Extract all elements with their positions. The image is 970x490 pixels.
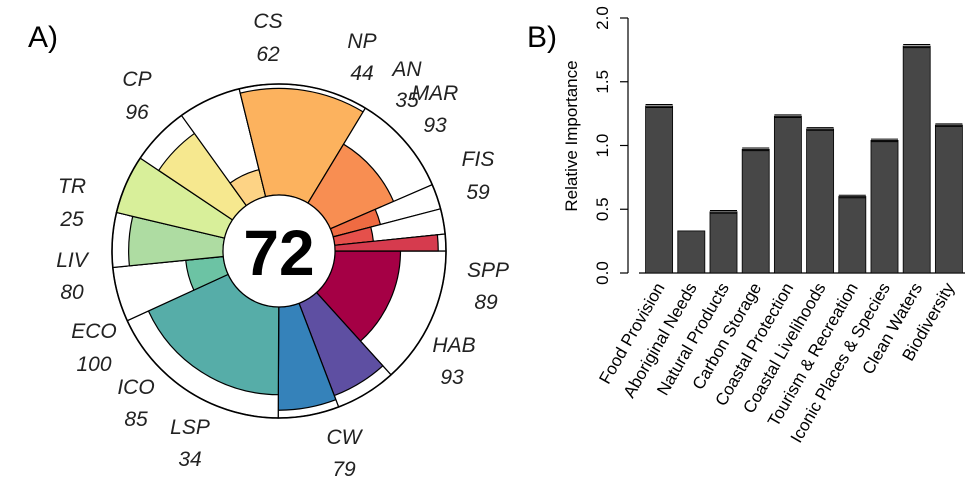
petal-label-an: AN [390,58,422,81]
petal-label-cp: CP [122,68,151,91]
petal-score-lsp: 34 [178,448,201,471]
petal-score-np: 44 [350,62,373,85]
petal-score-an: 35 [395,89,419,112]
y-tick-label: 0.5 [593,197,612,221]
petal-score-mar: 93 [423,114,447,137]
bar-chart-bars [645,44,963,274]
flower-outer-ring [111,83,447,419]
panel-a-letter: A) [28,21,58,54]
flower-plot: FIS 59 SPP 89 HAB 93 CW 79 LSP 34 ICO 85 ECO 100 LIV 80… [56,10,509,481]
petal-label-fis: FIS [462,148,495,171]
bar-chart-axes: 0.0 0.5 1.0 1.5 2.0 [593,6,965,285]
petal-score-hab: 93 [440,366,464,389]
petal-label-tr: TR [58,175,86,198]
petal-label-cw: CW [327,426,364,449]
bar-7 [870,139,899,274]
panel-b-letter: B) [527,21,557,54]
petal-score-tr: 25 [59,208,84,231]
bar-chart: 0.0 0.5 1.0 1.5 2.0 Food ProvisionAboriginal… [562,6,965,446]
bar-1 [677,230,706,274]
petal-score-cw: 79 [332,458,356,481]
bar-6 [838,196,867,274]
y-tick-label: 2.0 [593,6,612,30]
petal-label-spp: SPP [467,259,509,282]
petal-score-ico: 85 [124,408,148,431]
y-tick-label: 1.0 [593,134,612,158]
petal-label-liv: LIV [56,249,90,272]
petal-score-cs: 62 [256,43,280,66]
petal-label-cs: CS [253,10,282,33]
bar-0 [645,105,674,274]
flower-petals [111,83,447,419]
y-tick-label: 0.0 [593,261,612,285]
petal-label-ico: ICO [117,376,154,399]
bar-8 [902,45,931,274]
bar-5 [806,128,835,274]
petal-label-lsp: LSP [170,416,210,439]
bar-4 [773,115,802,274]
petal-label-hab: HAB [432,334,475,357]
petal-score-eco: 100 [76,353,111,376]
petal-score-liv: 80 [60,281,84,304]
bar-2 [709,211,738,274]
bar-9 [934,124,963,274]
petal-label-mar: MAR [412,82,459,105]
petal-score-cp: 96 [125,101,149,124]
bar-3 [741,148,770,274]
flower-center-score: 72 [243,217,314,289]
flower-center-disk [222,194,336,308]
y-tick-label: 1.5 [593,70,612,94]
flower-labels: FIS 59 SPP 89 HAB 93 CW 79 LSP 34 ICO 85 ECO 100 LIV 80… [56,10,509,481]
petal-label-np: NP [347,30,376,53]
y-axis-title: Relative Importance [562,60,581,211]
petal-score-fis: 59 [466,181,490,204]
petal-score-spp: 89 [474,291,498,314]
petal-label-eco: ECO [71,320,117,343]
